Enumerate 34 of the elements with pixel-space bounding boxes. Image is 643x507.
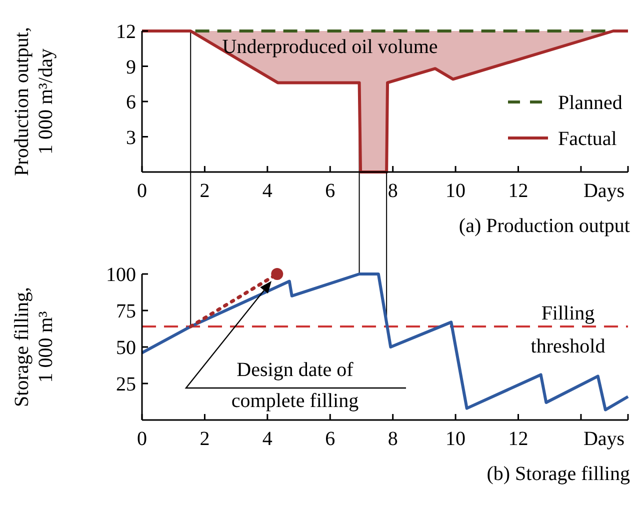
x-tick-label: 4 (262, 180, 272, 202)
x-tick-label: 10 (446, 428, 466, 450)
x-tick-label: 0 (137, 428, 147, 450)
x-tick-label: 4 (262, 428, 272, 450)
y-tick-label: 100 (106, 264, 136, 286)
text: (b) Storage filling (486, 463, 630, 485)
annotation: Underproduced oil volume (222, 36, 438, 58)
x-tick-label: 12 (508, 428, 528, 450)
y-axis-title: Production output, 1 000 m³/day (11, 27, 57, 176)
y-tick-label: 50 (116, 337, 136, 359)
y-tick-label: 12 (116, 21, 136, 43)
y-tick-label: 6 (126, 92, 136, 114)
x-tick-label: 2 (200, 180, 210, 202)
ref-line-label: Filling threshold (530, 302, 606, 358)
y-axis-title: Storage filling, 1 000 m³ (11, 287, 57, 407)
y-tick-label: 75 (116, 300, 136, 322)
x-tick-label: 10 (446, 180, 466, 202)
x-axis-title: Days (583, 180, 625, 202)
line-series (140, 272, 630, 412)
y-tick-label: 9 (126, 56, 136, 78)
x-tick-label: 6 (325, 180, 336, 202)
legend-label: Factual (558, 128, 618, 150)
x-tick-label: 8 (388, 428, 398, 450)
y-tick-label: 3 (126, 126, 136, 149)
x-tick-label: 0 (137, 180, 147, 202)
annotation: Design date of complete filling (231, 359, 359, 412)
legend-label: Planned (558, 92, 622, 114)
y-tick-label: 25 (116, 374, 136, 396)
x-tick-label: 6 (325, 428, 336, 450)
x-tick-label: 2 (200, 428, 210, 450)
x-tick-label: 12 (508, 180, 528, 202)
x-axis-title: Days (583, 428, 625, 450)
text: (a) Production output (458, 215, 630, 237)
x-tick-label: 8 (388, 180, 398, 202)
